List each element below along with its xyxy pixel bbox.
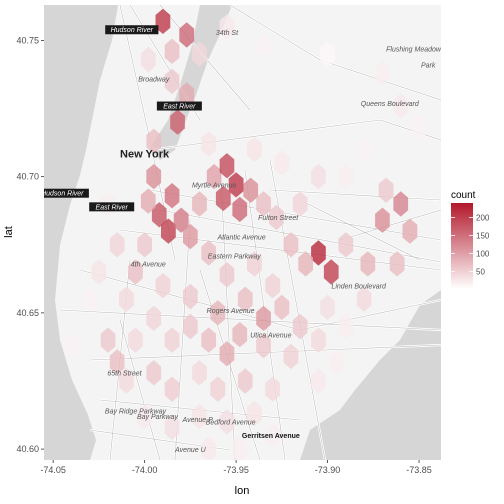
- x-axis-title: lon: [235, 485, 250, 497]
- x-tick-label: -73.85: [406, 465, 432, 475]
- basemap-label: Park: [421, 63, 436, 70]
- basemap-label: Broadway: [138, 76, 170, 83]
- legend-tick-label: 150: [476, 231, 490, 240]
- x-tick-label: -74.05: [40, 465, 66, 475]
- basemap-label: East River: [96, 204, 129, 211]
- y-axis-title: lat: [3, 226, 15, 238]
- y-axis: 40.60 40.65 40.70 40.75: [16, 35, 44, 454]
- basemap-label: Atlantic Avenue: [216, 234, 265, 241]
- basemap-label: 65th Street: [107, 371, 142, 378]
- basemap-label: Avenue U: [174, 447, 207, 454]
- legend-title: count: [451, 190, 476, 201]
- x-tick-label: -73.90: [315, 465, 341, 475]
- legend-tick-label: 100: [476, 249, 490, 258]
- y-tick-label: 40.60: [16, 444, 39, 454]
- basemap-label: Bay Parkway: [137, 414, 178, 421]
- basemap-label: Utica Avenue: [250, 332, 291, 339]
- basemap-label: 34th St: [216, 30, 239, 37]
- basemap-label: Linden Boulevard: [331, 283, 387, 290]
- legend: count 50 100 150 200: [451, 190, 490, 289]
- basemap-label: Fulton Street: [258, 215, 299, 222]
- plot-panel: Hudson River Hudson River East River East R…: [36, 5, 442, 462]
- basemap-label: Hudson River: [41, 191, 84, 198]
- legend-colorbar: [451, 203, 473, 289]
- y-tick-label: 40.65: [16, 308, 39, 318]
- x-tick-label: -73.95: [223, 465, 249, 475]
- y-tick-label: 40.75: [16, 35, 39, 45]
- legend-tick-label: 200: [476, 213, 490, 222]
- legend-tick-label: 50: [476, 267, 485, 276]
- basemap-label: Eastern Parkway: [208, 253, 261, 260]
- basemap-label: East River: [163, 104, 196, 111]
- basemap-label: Hudson River: [111, 27, 154, 34]
- basemap-label: Bedford Avenue: [206, 420, 256, 427]
- basemap-label: Queens Boulevard: [361, 101, 420, 108]
- y-tick-label: 40.70: [16, 172, 39, 182]
- basemap-label: Flushing Meadow: [386, 46, 442, 53]
- basemap-label: Rogers Avenue: [207, 308, 255, 315]
- basemap-label: New York: [120, 149, 170, 161]
- basemap-label: 4th Avenue: [131, 262, 166, 269]
- x-tick-label: -74.00: [132, 465, 158, 475]
- basemap-label: Myrtle Avenue: [192, 183, 236, 190]
- x-axis: -74.05 -74.00 -73.95 -73.90 -73.85: [40, 460, 431, 475]
- basemap-label: Gerritsen Avenue: [242, 433, 300, 440]
